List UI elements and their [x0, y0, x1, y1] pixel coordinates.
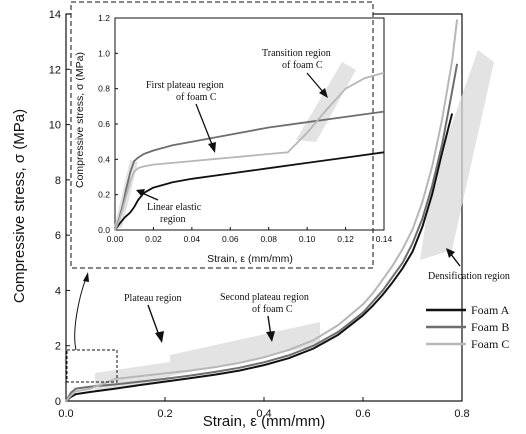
main-x-tick-label: 0.8: [454, 408, 469, 420]
inset-y-tick-label: 0.2: [98, 190, 110, 200]
main-axes: 0.0 0.2 0.4 0.6 0.8 0 2 4 6 8 10 12 14: [49, 9, 470, 420]
zoom-region-box: [66, 349, 118, 383]
transition-arrowhead: [319, 88, 328, 98]
inset-series-foam-c: [114, 71, 385, 231]
densification-region-arrowhead: [446, 248, 455, 258]
second-plateau-label-line2: of foam C: [252, 304, 293, 315]
legend-label-foam-a: Foam A: [471, 303, 510, 317]
zoom-callout-arrowhead: [83, 272, 89, 282]
linear-elastic-arrow: [141, 192, 159, 201]
inset-x-tick-label: 0.06: [222, 234, 239, 244]
inset-y-tick-label: 0.4: [98, 154, 110, 164]
main-x-tick-label: 0.2: [157, 408, 172, 420]
inset-x-axis-label: Strain, ε (mm/mm): [207, 253, 293, 265]
first-plateau-label-line2: of foam C: [176, 92, 217, 103]
densification-region-band: [420, 50, 494, 260]
main-y-tick-label: 6: [55, 230, 61, 242]
inset-y-tick-label: 0.8: [98, 84, 110, 94]
plateau-region-arrowhead: [155, 331, 164, 343]
linear-elastic-arrowhead: [136, 189, 145, 197]
first-plateau-arrow: [195, 103, 214, 148]
legend: Foam A Foam B Foam C: [426, 303, 510, 351]
linear-elastic-label-line1: Linear elastic: [147, 202, 202, 213]
inset-x-tick-label: 0.10: [299, 234, 316, 244]
second-plateau-arrowhead: [266, 331, 275, 342]
plateau-region-label: Plateau region: [124, 293, 181, 304]
legend-label-foam-c: Foam C: [471, 337, 509, 351]
main-y-axis-label: Compressive stress, σ (MPa): [11, 109, 28, 303]
linear-elastic-label-line2: region: [160, 214, 186, 225]
inset-x-tick-label: 0.04: [184, 234, 201, 244]
main-series-group: [65, 19, 459, 402]
first-plateau-label-line1: First plateau region: [146, 80, 224, 91]
main-y-tick-label: 8: [55, 175, 61, 187]
inset-series-foam-a: [114, 151, 385, 231]
first-plateau-arrowhead: [208, 142, 216, 153]
main-series-foam-a: [65, 113, 454, 402]
inset-y-tick-label: 1.2: [98, 13, 110, 23]
inset-x-tick-label: 0.14: [376, 234, 393, 244]
main-y-tick-label: 10: [49, 120, 61, 132]
main-y-tick-label: 0: [55, 396, 61, 408]
inset-y-tick-label: 0.6: [98, 119, 110, 129]
main-x-tick-label: 0.0: [58, 408, 73, 420]
legend-label-foam-b: Foam B: [471, 320, 509, 334]
main-x-tick-label: 0.6: [355, 408, 370, 420]
inset-x-tick-label: 0.12: [337, 234, 354, 244]
main-x-tick-label: 0.4: [256, 408, 271, 420]
inset-series-group: [114, 71, 385, 231]
densification-region-label: Densification region: [428, 271, 510, 282]
main-series-foam-b: [65, 63, 459, 402]
transition-label-line2: of foam C: [282, 60, 323, 71]
inset-x-tick-label: 0.00: [107, 234, 124, 244]
inset-y-tick-label: 1.0: [98, 48, 110, 58]
second-plateau-label-line1: Second plateau region: [220, 292, 309, 303]
inset-y-tick-label: 0.0: [98, 225, 110, 235]
inset-series-foam-b: [114, 110, 385, 231]
inset-x-tick-label: 0.08: [260, 234, 277, 244]
inset-y-axis-label: Compressive stress, σ (MPa): [74, 52, 86, 188]
transition-label-line1: Transition region: [262, 48, 331, 59]
transition-arrow: [306, 72, 325, 94]
second-plateau-region-band: [170, 322, 320, 376]
main-y-tick-label: 4: [55, 285, 61, 297]
main-series-foam-c: [65, 19, 459, 402]
inset-chart: 0.00 0.02 0.04 0.06 0.08 0.10 0.12 0.14 0.0 0.2 0.…: [70, 1, 393, 269]
inset-x-tick-label: 0.02: [145, 234, 162, 244]
main-y-tick-label: 14: [49, 9, 61, 21]
inset-axes: 0.00 0.02 0.04 0.06 0.08 0.10 0.12 0.14 0.0 0.2 0.…: [98, 13, 392, 244]
zoom-callout-arrow: [74, 277, 87, 351]
main-y-tick-label: 2: [55, 341, 61, 353]
main-y-tick-label: 12: [49, 64, 61, 76]
main-x-axis-label: Strain, ε (mm/mm): [203, 413, 326, 430]
